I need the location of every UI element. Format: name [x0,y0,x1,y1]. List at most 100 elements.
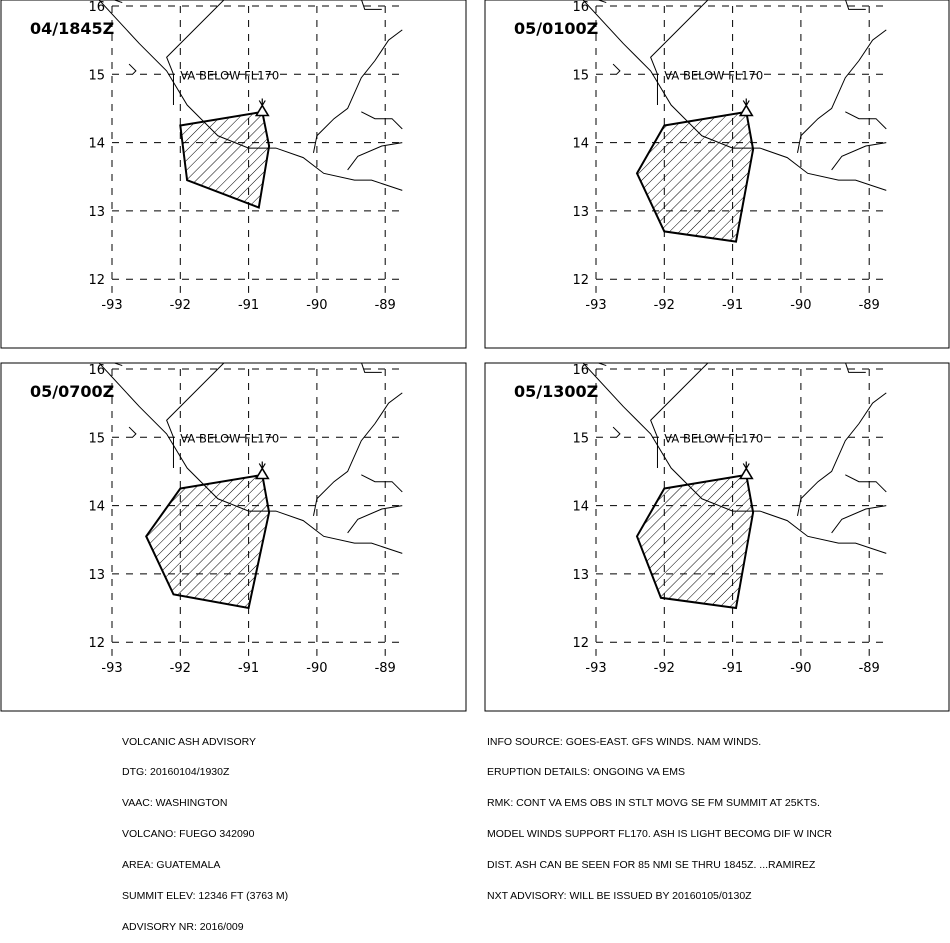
volcano-icon [738,98,754,117]
country-border [361,474,403,493]
country-border [166,0,225,106]
country-border [796,29,887,153]
latitude-tick-label: 15 [88,68,105,83]
country-border [347,505,403,534]
country-border [596,0,607,4]
longitude-tick-label: -93 [585,661,606,676]
latitude-tick-label: 13 [88,205,105,220]
map-panel: 16 15 14 13 12 -93 -92 -91 -90 -89 05/0100Z VA BELO… [484,0,950,349]
longitude-tick-label: -91 [722,661,743,676]
latitude-tick-label: 14 [572,500,589,515]
country-border [128,426,137,438]
country-border [650,363,709,469]
longitude-tick-label: -92 [654,298,675,313]
forecast-time: 05/0100Z [514,19,598,38]
coastline [98,0,403,191]
latitude-tick-label: 14 [88,137,105,152]
latitude-tick-label: 16 [88,0,105,15]
map-content [98,0,403,293]
country-border [347,142,403,171]
map-content [582,0,887,293]
forecast-time: 04/1845Z [30,19,114,38]
latitude-tick-label: 14 [572,137,589,152]
country-border [361,363,382,373]
volcano-icon [738,461,754,480]
longitude-tick-label: -89 [859,661,880,676]
map-panel: 16 15 14 13 12 -93 -92 -91 -90 -89 05/1300Z VA BELO… [484,362,950,712]
country-border [361,0,382,10]
longitude-tick-label: -93 [585,298,606,313]
country-border [312,392,403,516]
longitude-tick-label: -89 [375,298,396,313]
longitude-tick-label: -90 [306,661,327,676]
coastline [582,0,887,191]
latitude-tick-label: 14 [88,500,105,515]
ash-level-label: VA BELOW FL170 [180,431,279,445]
advisory-remark-2: MODEL WINDS SUPPORT FL170. ASH IS LIGHT … [487,828,833,841]
longitude-tick-label: -90 [306,298,327,313]
country-border [845,363,866,373]
coastline [582,363,887,554]
map-panel: 16 15 14 13 12 -93 -92 -91 -90 -89 04/1845Z VA BELO… [0,0,467,349]
country-border [831,142,887,171]
country-border [796,392,887,516]
latitude-tick-label: 12 [572,273,589,288]
longitude-tick-label: -93 [101,661,122,676]
advisory-summit-elev: SUMMIT ELEV: 12346 FT (3763 M) [122,890,289,903]
latitude-tick-label: 15 [88,431,105,446]
country-border [361,111,403,130]
advisory-eruption-details: ERUPTION DETAILS: ONGOING VA EMS [487,766,685,779]
longitude-tick-label: -89 [859,298,880,313]
forecast-time: 05/0700Z [30,382,114,401]
latitude-tick-label: 12 [88,273,105,288]
longitude-tick-label: -92 [654,661,675,676]
advisory-volcano: VOLCANO: FUEGO 342090 [122,828,255,841]
latitude-tick-label: 13 [572,205,589,220]
latitude-tick-label: 13 [88,568,105,583]
advisory-info-right: INFO SOURCE: GOES-EAST. GFS WINDS. NAM W… [487,716,832,912]
ash-level-label: VA BELOW FL170 [664,68,763,82]
country-border [312,29,403,153]
latitude-tick-label: 13 [572,568,589,583]
volcano-icon [254,98,270,117]
latitude-tick-label: 12 [88,636,105,651]
advisory-dtg: DTG: 20160104/1930Z [122,766,230,779]
latitude-tick-label: 16 [88,363,105,378]
longitude-tick-label: -91 [722,298,743,313]
advisory-area: AREA: GUATEMALA [122,859,221,872]
country-border [612,63,621,75]
country-border [845,0,866,10]
longitude-tick-label: -90 [790,661,811,676]
advisory-remark-1: RMK: CONT VA EMS OBS IN STLT MOVG SE FM … [487,797,820,810]
latitude-tick-label: 15 [572,431,589,446]
coastline [98,363,403,554]
map-content [582,363,887,656]
country-border [845,474,887,493]
longitude-tick-label: -90 [790,298,811,313]
country-border [112,0,123,4]
volcano-icon [254,461,270,480]
map-panel: 16 15 14 13 12 -93 -92 -91 -90 -89 05/0700Z VA BELO… [0,362,467,712]
advisory-remark-3: DIST. ASH CAN BE SEEN FOR 85 NMI SE THRU… [487,859,816,872]
country-border [596,363,607,367]
country-border [612,426,621,438]
advisory-number: ADVISORY NR: 2016/009 [122,920,244,933]
longitude-tick-label: -91 [238,298,259,313]
map-content [98,363,403,656]
latitude-tick-label: 15 [572,68,589,83]
longitude-tick-label: -89 [375,661,396,676]
advisory-info-left: VOLCANIC ASH ADVISORY DTG: 20160104/1930… [122,716,288,943]
advisory-vaac: VAAC: WASHINGTON [122,797,228,810]
latitude-tick-label: 16 [572,0,589,15]
country-border [845,111,887,130]
country-border [650,0,709,106]
longitude-tick-label: -93 [101,298,122,313]
latitude-tick-label: 12 [572,636,589,651]
ash-level-label: VA BELOW FL170 [180,68,279,82]
longitude-tick-label: -92 [170,661,191,676]
latitude-tick-label: 16 [572,363,589,378]
forecast-maps: 16 15 14 13 12 -93 -92 -91 -90 -89 04/1845Z VA BELO… [0,0,950,712]
ash-area-polygon [179,110,271,209]
country-border [831,505,887,534]
country-border [112,363,123,367]
